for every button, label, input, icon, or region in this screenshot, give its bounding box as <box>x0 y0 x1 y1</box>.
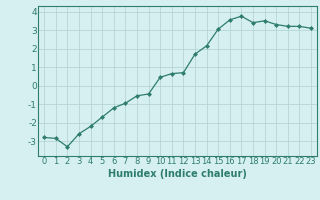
X-axis label: Humidex (Indice chaleur): Humidex (Indice chaleur) <box>108 169 247 179</box>
